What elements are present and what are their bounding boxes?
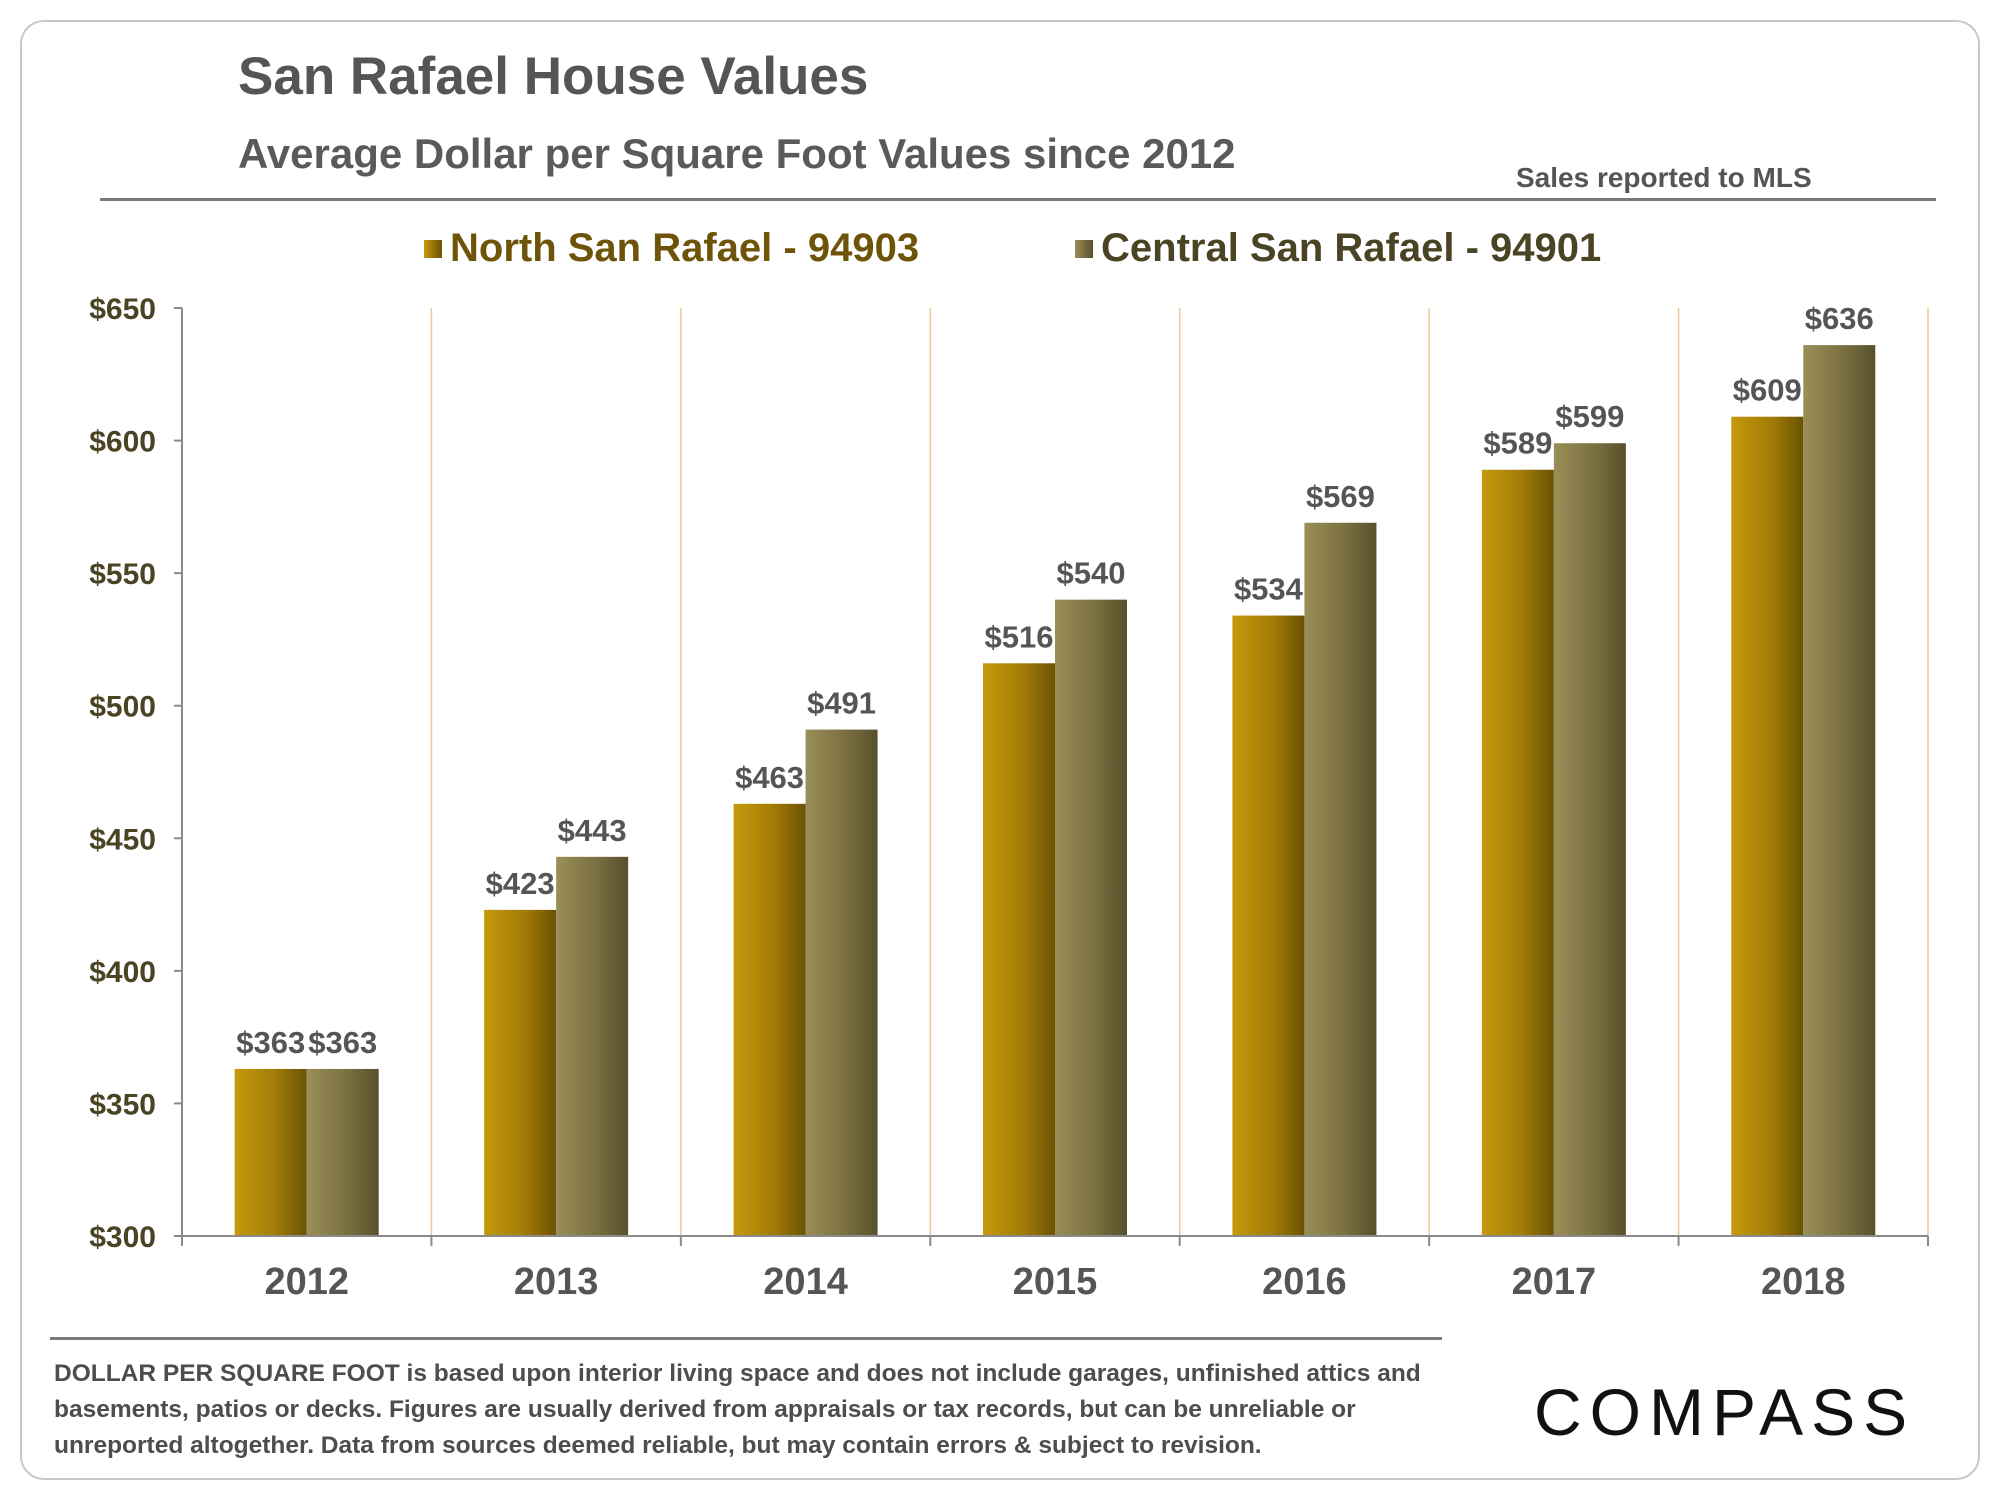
value-labels-group: $363 $423 $463 $516 $534 $589 $609 $363 $443 $491… <box>236 301 1874 1060</box>
value-label: $609 <box>1733 373 1802 408</box>
bar-north <box>234 1068 307 1236</box>
source-note: Sales reported to MLS <box>1516 162 1812 193</box>
legend-item-north: North San Rafael - 94903 <box>424 226 919 271</box>
x-tick-label: 2017 <box>1512 1261 1597 1303</box>
bar-central <box>306 1068 379 1236</box>
bar-north <box>1232 615 1305 1236</box>
bar-north <box>484 909 557 1236</box>
value-label: $463 <box>735 760 804 795</box>
value-label: $534 <box>1234 572 1304 607</box>
y-tick-label: $400 <box>89 956 156 989</box>
bar-north <box>1731 416 1804 1236</box>
value-label: $636 <box>1805 301 1874 336</box>
y-tick-label: $650 <box>89 293 156 326</box>
bar-central <box>1803 345 1876 1236</box>
axes-group: $300 $350 $400 $450 $500 $550 $600 $650 2012 2013… <box>89 293 1929 1303</box>
y-tick-label: $350 <box>89 1088 156 1121</box>
value-label: $423 <box>486 866 555 901</box>
value-label: $599 <box>1555 399 1624 434</box>
x-tick-label: 2013 <box>514 1261 599 1303</box>
value-label: $516 <box>985 619 1054 654</box>
footnote: DOLLAR PER SQUARE FOOT is based upon int… <box>54 1360 1421 1459</box>
y-tick-label: $300 <box>89 1221 156 1254</box>
y-tick-label: $500 <box>89 691 156 724</box>
value-label: $363 <box>236 1025 305 1060</box>
legend-label-north: North San Rafael - 94903 <box>450 226 920 270</box>
chart-subtitle: Average Dollar per Square Foot Values si… <box>238 130 1236 177</box>
bar-central <box>556 856 629 1236</box>
legend-label-central: Central San Rafael - 94901 <box>1101 226 1602 270</box>
x-tick-label: 2015 <box>1013 1261 1098 1303</box>
legend-swatch-north <box>424 239 442 258</box>
bar-central <box>805 729 878 1236</box>
value-label: $443 <box>558 813 627 848</box>
y-tick-label: $450 <box>89 823 156 856</box>
bar-central <box>1553 443 1626 1236</box>
bar-central <box>1055 599 1127 1236</box>
value-label: $491 <box>807 686 876 721</box>
chart-title: San Rafael House Values <box>238 47 869 106</box>
value-label: $589 <box>1483 426 1552 461</box>
y-tick-label: $600 <box>89 426 156 459</box>
bar-north <box>1481 469 1554 1236</box>
x-tick-label: 2016 <box>1262 1261 1347 1303</box>
x-tick-label: 2012 <box>264 1261 349 1303</box>
value-label: $363 <box>308 1025 377 1060</box>
x-tick-label: 2018 <box>1761 1261 1846 1303</box>
value-label: $569 <box>1306 479 1375 514</box>
bar-north <box>733 803 806 1236</box>
y-tick-label: $550 <box>89 558 156 591</box>
legend-item-central: Central San Rafael - 94901 <box>1075 226 1601 271</box>
category-separators <box>430 308 1929 1236</box>
bars-group <box>234 345 1876 1236</box>
bar-central <box>1304 522 1377 1236</box>
footer-divider <box>50 1337 1442 1340</box>
value-label: $540 <box>1057 556 1126 591</box>
bar-north <box>983 663 1055 1236</box>
x-tick-label: 2014 <box>763 1261 848 1303</box>
legend-swatch-central <box>1075 239 1093 258</box>
compass-logo: COMPASS <box>1534 1375 1916 1449</box>
chart-legend: North San Rafael - 94903 Central San Raf… <box>0 226 2000 276</box>
header-divider <box>100 198 1936 201</box>
